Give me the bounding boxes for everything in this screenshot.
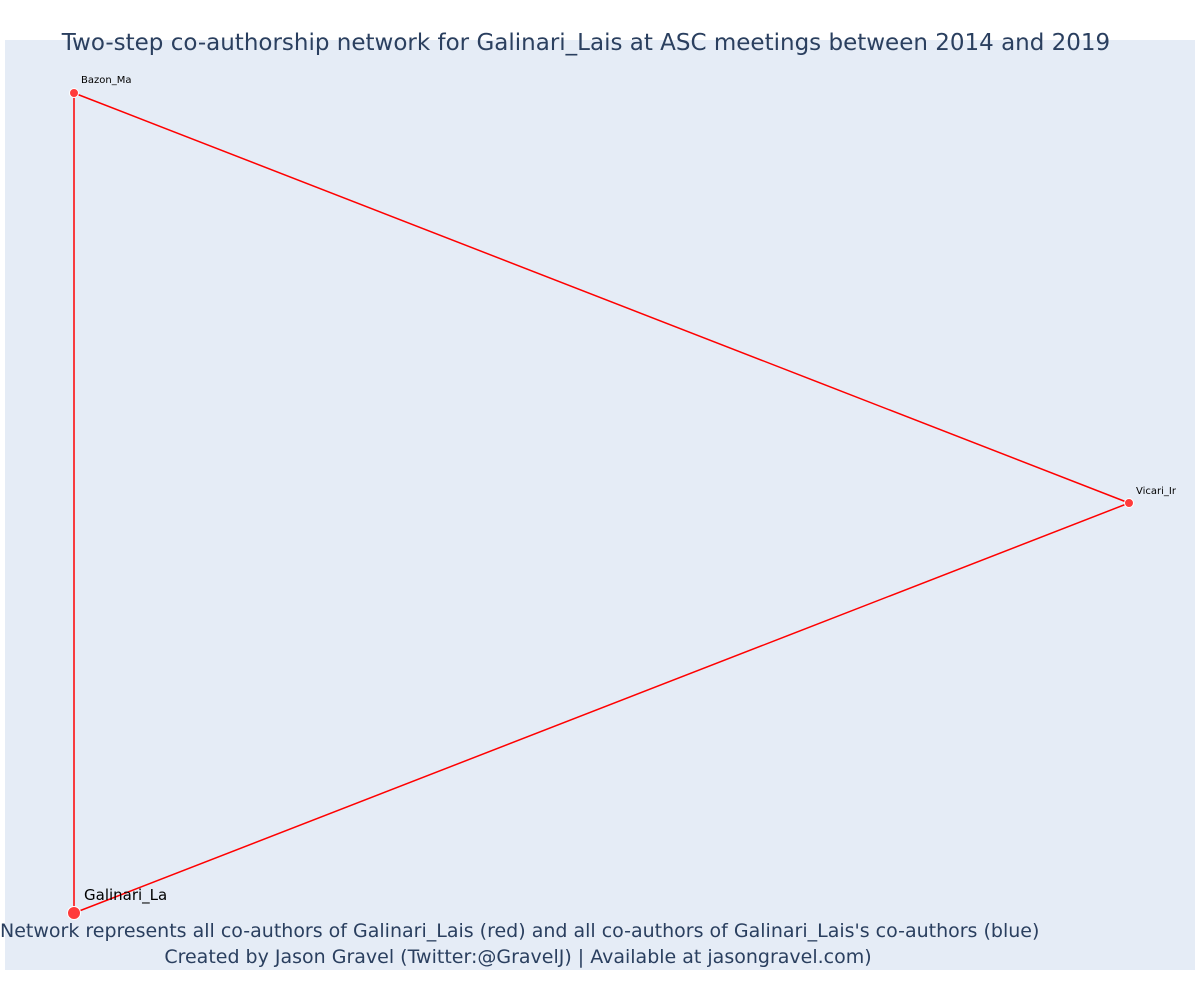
- nodes-layer: [67, 88, 1134, 920]
- node-label-vicari: Vicari_Ir: [1136, 486, 1177, 497]
- caption-line-1: Network represents all co-authors of Gal…: [0, 920, 1040, 942]
- edge-bazon-vicari: [73, 92, 1130, 504]
- node-galinari[interactable]: [67, 906, 81, 920]
- caption-line-2: Created by Jason Gravel (Twitter:@Gravel…: [164, 946, 872, 968]
- edges-layer: [73, 92, 1130, 914]
- plot-area: [5, 40, 1195, 970]
- node-label-galinari: Galinari_La: [84, 886, 167, 905]
- chart-title: Two-step co-authorship network for Galin…: [61, 30, 1111, 56]
- labels-layer: Galinari_La Bazon_Ma Vicari_Ir: [81, 75, 1177, 905]
- edge-vicari-galinari: [73, 502, 1130, 914]
- caption: Network represents all co-authors of Gal…: [0, 918, 1040, 970]
- node-bazon[interactable]: [69, 88, 79, 98]
- node-vicari[interactable]: [1124, 498, 1134, 508]
- node-label-bazon: Bazon_Ma: [81, 75, 131, 86]
